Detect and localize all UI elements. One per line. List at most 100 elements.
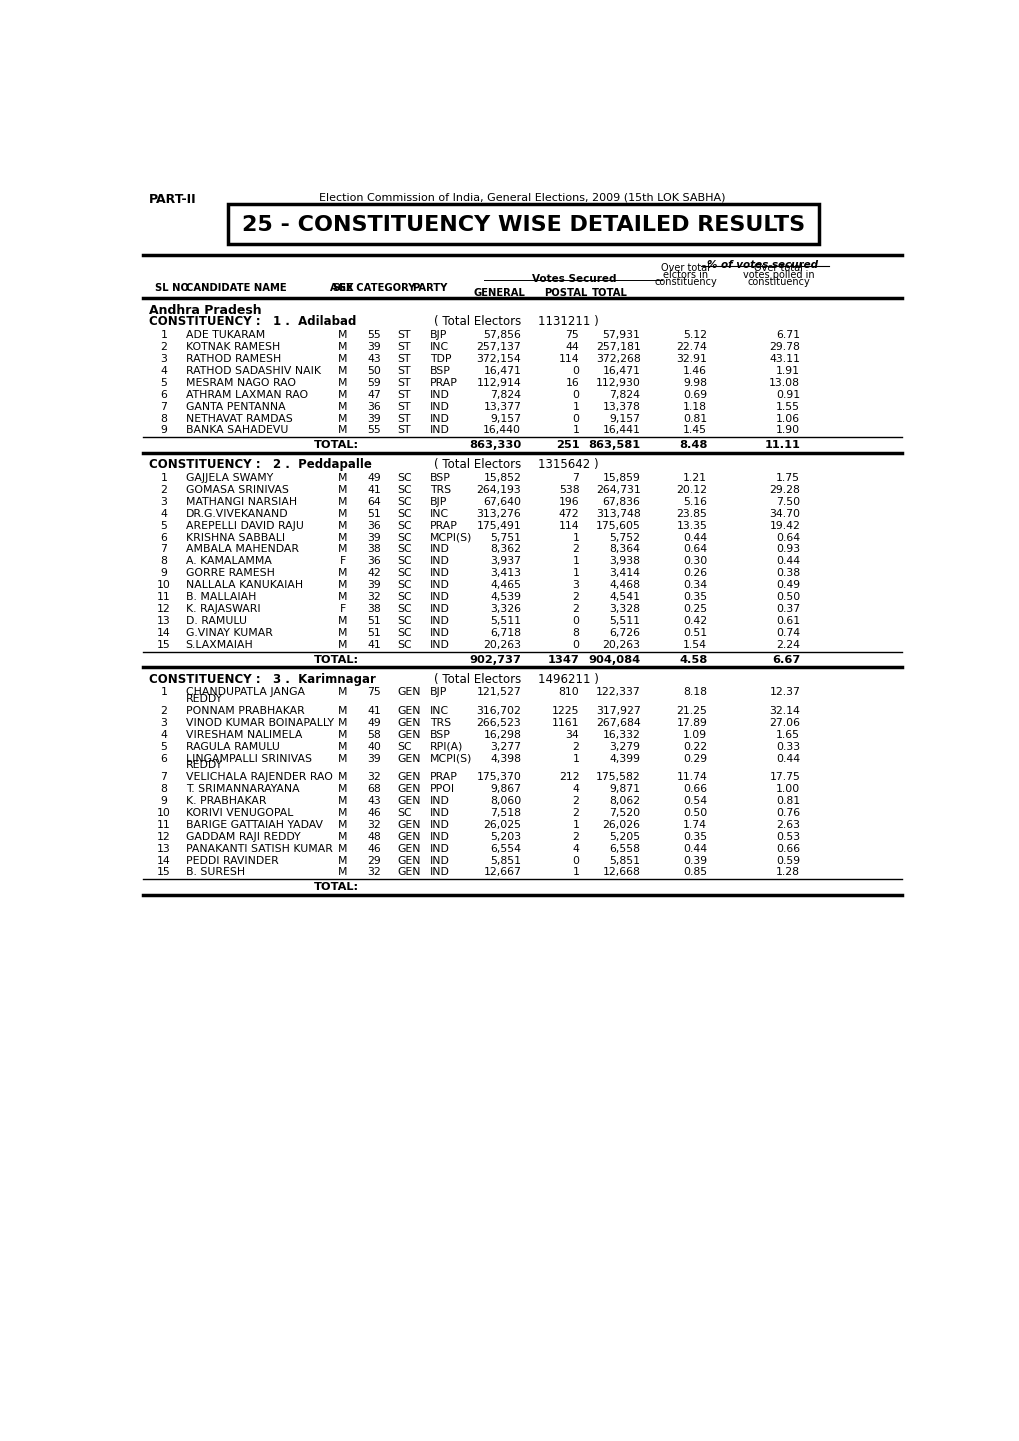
Text: 1.91: 1.91 [775, 366, 800, 376]
Text: 75: 75 [367, 687, 380, 697]
Text: 0: 0 [572, 640, 579, 650]
Text: 1.90: 1.90 [775, 425, 800, 435]
Text: 13.35: 13.35 [676, 520, 706, 530]
Text: MESRAM NAGO RAO: MESRAM NAGO RAO [185, 378, 296, 388]
Text: 38: 38 [367, 604, 380, 614]
Text: M: M [338, 742, 347, 752]
Text: 1: 1 [572, 556, 579, 566]
Text: 9,871: 9,871 [609, 784, 640, 794]
Text: 16,471: 16,471 [602, 366, 640, 376]
Text: 50: 50 [367, 366, 380, 376]
Text: 4,468: 4,468 [609, 581, 640, 591]
Text: M: M [338, 545, 347, 555]
Text: SC: SC [396, 592, 412, 602]
Text: BJP: BJP [429, 330, 446, 340]
Text: 1225: 1225 [551, 706, 579, 716]
Text: 0.50: 0.50 [775, 592, 800, 602]
Text: 3,326: 3,326 [490, 604, 521, 614]
Text: 3: 3 [572, 581, 579, 591]
Text: MATHANGI NARSIAH: MATHANGI NARSIAH [185, 497, 297, 507]
Text: 4,465: 4,465 [490, 581, 521, 591]
Text: 4,539: 4,539 [490, 592, 521, 602]
Text: S.LAXMAIAH: S.LAXMAIAH [185, 640, 253, 650]
Text: 1131211 ): 1131211 ) [538, 316, 598, 329]
Text: 9: 9 [160, 795, 167, 806]
Text: M: M [338, 808, 347, 818]
Text: KORIVI VENUGOPAL: KORIVI VENUGOPAL [185, 808, 292, 818]
Text: 0.44: 0.44 [775, 754, 800, 764]
Text: 41: 41 [367, 706, 380, 716]
Text: 32: 32 [367, 820, 380, 830]
Text: M: M [338, 484, 347, 494]
Text: 5: 5 [160, 520, 167, 530]
Text: 316,702: 316,702 [476, 706, 521, 716]
Text: 7,518: 7,518 [490, 808, 521, 818]
Text: BARIGE GATTAIAH YADAV: BARIGE GATTAIAH YADAV [185, 820, 322, 830]
Text: 14: 14 [157, 856, 170, 866]
Text: CANDIDATE NAME: CANDIDATE NAME [185, 282, 286, 293]
Text: 1.21: 1.21 [683, 473, 706, 483]
Text: 1: 1 [572, 568, 579, 578]
Text: SC: SC [396, 568, 412, 578]
Text: M: M [338, 784, 347, 794]
Text: NETHAVAT RAMDAS: NETHAVAT RAMDAS [185, 414, 292, 424]
Text: 8.48: 8.48 [679, 441, 706, 451]
Text: M: M [338, 425, 347, 435]
Text: 55: 55 [367, 425, 380, 435]
Text: 51: 51 [367, 617, 380, 625]
Text: SC: SC [396, 808, 412, 818]
Text: M: M [338, 366, 347, 376]
Text: GEN: GEN [396, 820, 420, 830]
Text: 16,471: 16,471 [483, 366, 521, 376]
Text: 0.81: 0.81 [683, 414, 706, 424]
Text: 3: 3 [160, 354, 167, 365]
FancyBboxPatch shape [228, 203, 818, 244]
Text: 257,181: 257,181 [595, 342, 640, 352]
Text: 39: 39 [367, 533, 380, 542]
Text: IND: IND [429, 640, 449, 650]
Text: 7,824: 7,824 [609, 389, 640, 399]
Text: RATHOD SADASHIV NAIK: RATHOD SADASHIV NAIK [185, 366, 320, 376]
Text: 43: 43 [367, 795, 380, 806]
Text: BANKA SAHADEVU: BANKA SAHADEVU [185, 425, 287, 435]
Text: 2: 2 [572, 795, 579, 806]
Text: 29: 29 [367, 856, 380, 866]
Text: 1.18: 1.18 [683, 402, 706, 412]
Text: IND: IND [429, 568, 449, 578]
Text: IND: IND [429, 545, 449, 555]
Text: 12,667: 12,667 [483, 867, 521, 878]
Text: KRISHNA SABBALI: KRISHNA SABBALI [185, 533, 284, 542]
Text: 10: 10 [157, 808, 171, 818]
Text: ST: ST [396, 342, 411, 352]
Text: 0.42: 0.42 [683, 617, 706, 625]
Text: POSTAL: POSTAL [543, 288, 587, 298]
Text: IND: IND [429, 843, 449, 853]
Text: 20,263: 20,263 [602, 640, 640, 650]
Text: 4.58: 4.58 [679, 656, 706, 664]
Text: IND: IND [429, 617, 449, 625]
Text: 0.69: 0.69 [683, 389, 706, 399]
Text: 13.08: 13.08 [768, 378, 800, 388]
Text: B. MALLAIAH: B. MALLAIAH [185, 592, 256, 602]
Text: 0: 0 [572, 617, 579, 625]
Text: SC: SC [396, 497, 412, 507]
Text: M: M [338, 581, 347, 591]
Text: CONSTITUENCY :   3 .  Karimnagar: CONSTITUENCY : 3 . Karimnagar [149, 673, 376, 686]
Text: IND: IND [429, 628, 449, 638]
Text: 55: 55 [367, 330, 380, 340]
Text: BJP: BJP [429, 497, 446, 507]
Text: 0: 0 [572, 414, 579, 424]
Text: IND: IND [429, 795, 449, 806]
Text: LINGAMPALLI SRINIVAS: LINGAMPALLI SRINIVAS [185, 754, 312, 764]
Text: IND: IND [429, 581, 449, 591]
Text: F: F [339, 556, 345, 566]
Text: 0.30: 0.30 [683, 556, 706, 566]
Text: 59: 59 [367, 378, 380, 388]
Text: INC: INC [429, 342, 448, 352]
Text: IND: IND [429, 402, 449, 412]
Text: 8: 8 [160, 784, 167, 794]
Text: IND: IND [429, 820, 449, 830]
Text: 0.22: 0.22 [683, 742, 706, 752]
Text: SC: SC [396, 484, 412, 494]
Text: 1.74: 1.74 [683, 820, 706, 830]
